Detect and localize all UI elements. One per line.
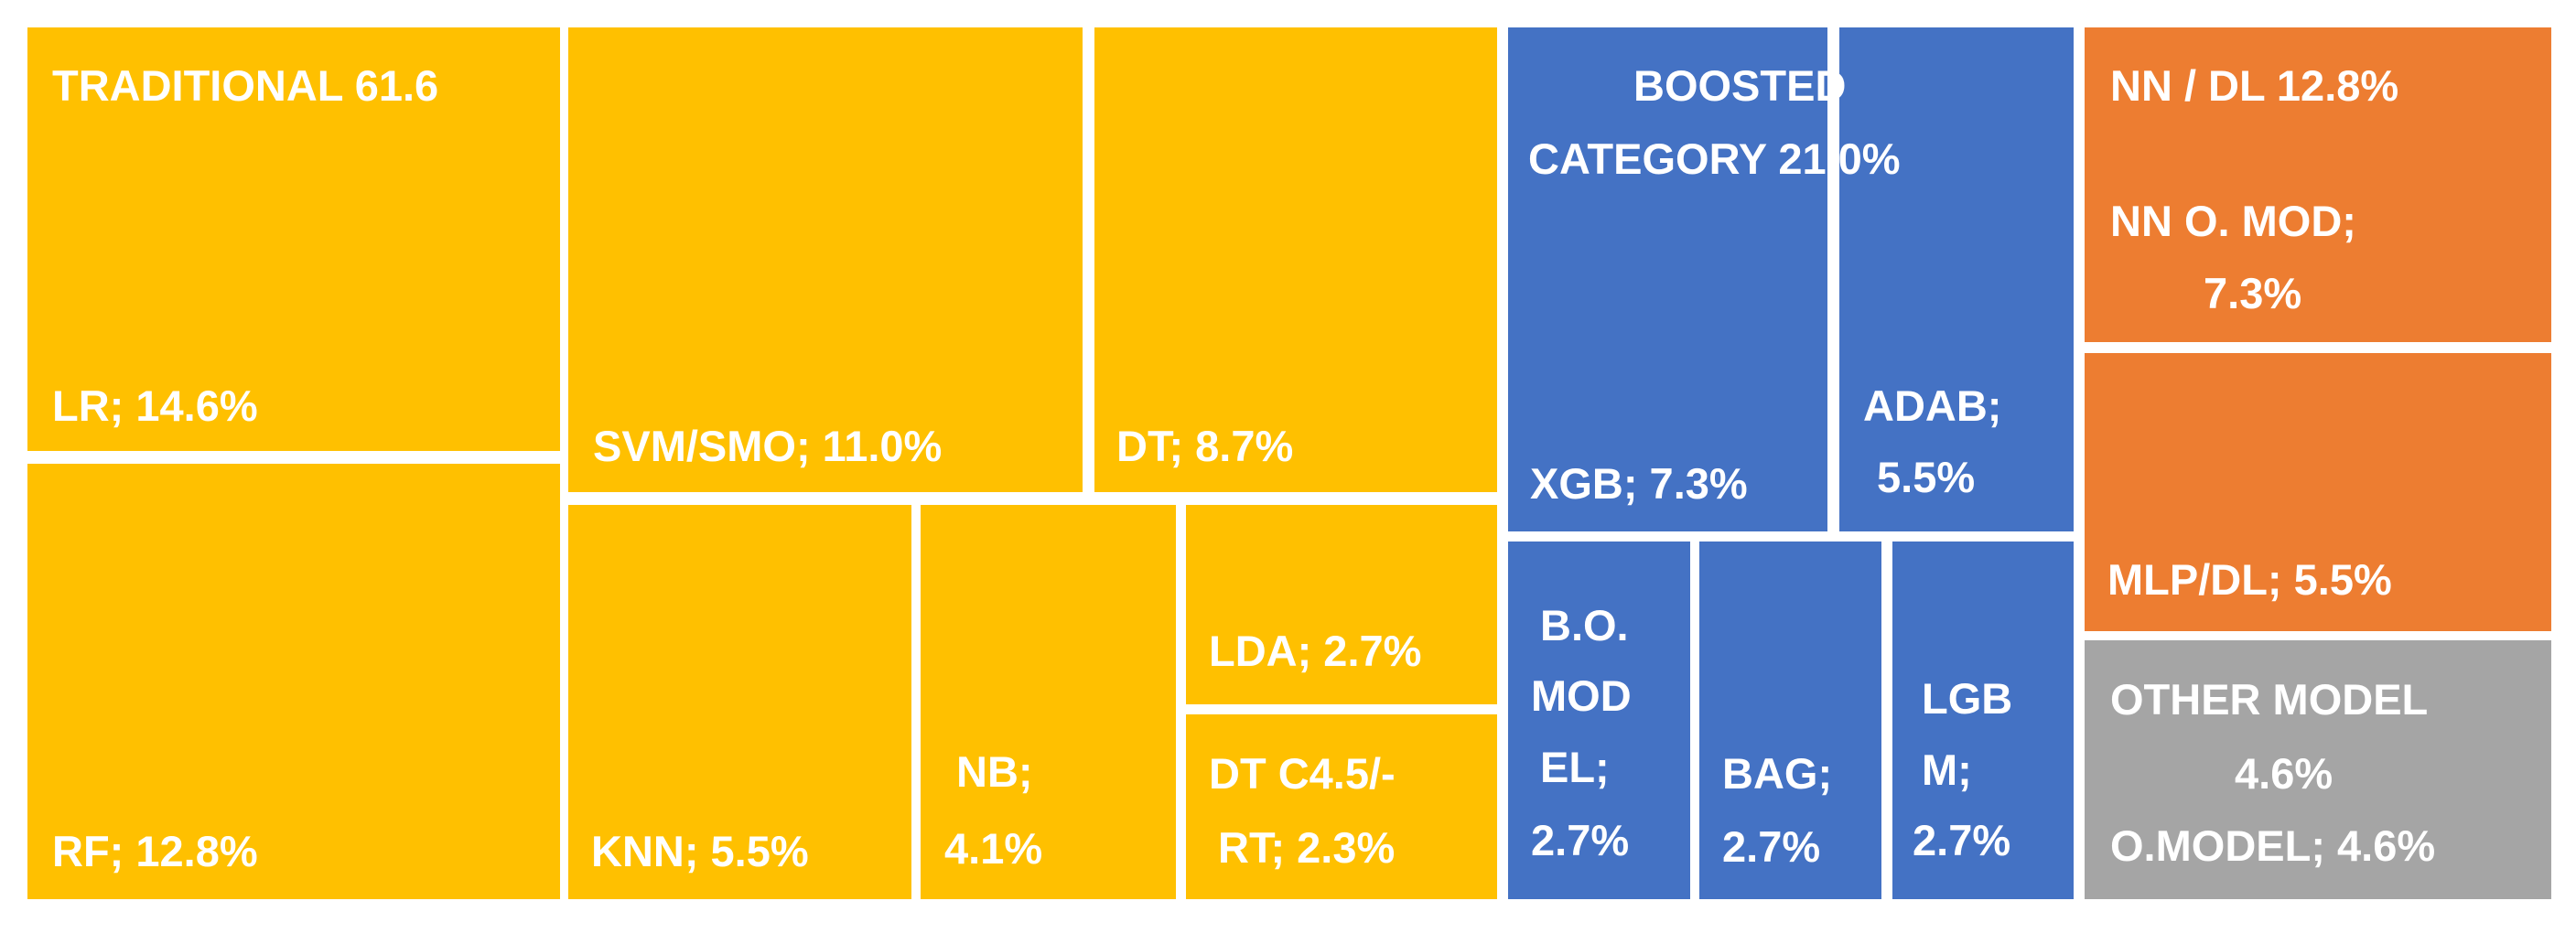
tile-xgb bbox=[1508, 27, 1827, 531]
tile-label-lr: LR; 14.6% bbox=[52, 381, 258, 430]
tile-bag bbox=[1699, 542, 1881, 899]
tile-label-nb: NB; bbox=[956, 747, 1033, 796]
tile-label-lgbm: LGB bbox=[1922, 674, 2012, 723]
tile-label-dt-c4-5-rt: DT C4.5/- bbox=[1209, 749, 1396, 798]
tile-mlp-dl bbox=[2085, 353, 2551, 631]
tile-label-knn: KNN; 5.5% bbox=[591, 827, 809, 875]
tile-label-nn-o-mod: 7.3% bbox=[2204, 269, 2301, 317]
tile-dt bbox=[1094, 27, 1497, 492]
tile-label-adab: 5.5% bbox=[1877, 453, 1975, 501]
tile-label-rf: RF; 12.8% bbox=[52, 827, 258, 875]
group-header-boosted-category: BOOSTED bbox=[1633, 61, 1846, 110]
tile-label-svm-smo: SVM/SMO; 11.0% bbox=[593, 422, 942, 470]
tile-knn bbox=[568, 505, 911, 899]
tile-adab bbox=[1839, 27, 2074, 531]
tile-lgbm bbox=[1892, 542, 2074, 899]
tile-label-lgbm: M; bbox=[1922, 745, 1972, 794]
tile-label-dt-c4-5-rt: RT; 2.3% bbox=[1218, 823, 1395, 872]
tile-svm-smo bbox=[568, 27, 1083, 492]
tile-label-b-o-model: B.O. bbox=[1540, 601, 1629, 649]
tile-label-nb: 4.1% bbox=[944, 824, 1042, 873]
tile-label-bag: 2.7% bbox=[1722, 822, 1820, 871]
group-header-other-model: OTHER MODEL bbox=[2110, 675, 2428, 724]
tile-label-xgb: XGB; 7.3% bbox=[1530, 459, 1748, 508]
group-header-boosted-category: CATEGORY 21.0% bbox=[1528, 134, 1901, 183]
tile-label-bag: BAG; bbox=[1722, 749, 1832, 798]
tile-lda bbox=[1186, 505, 1497, 704]
tile-label-nn-o-mod: NN O. MOD; bbox=[2110, 197, 2356, 245]
tile-dt-c4-5-rt bbox=[1186, 714, 1497, 899]
tile-label-lda: LDA; 2.7% bbox=[1209, 627, 1421, 675]
tile-lr bbox=[27, 27, 560, 451]
tile-label-b-o-model: 2.7% bbox=[1531, 816, 1629, 864]
group-header-nn-dl: NN / DL 12.8% bbox=[2110, 61, 2398, 110]
tile-label-o-model: O.MODEL; 4.6% bbox=[2110, 821, 2435, 870]
tile-label-dt: DT; 8.7% bbox=[1116, 422, 1293, 470]
tile-label-lgbm: 2.7% bbox=[1913, 816, 2010, 864]
tile-rf bbox=[27, 464, 560, 899]
tile-label-b-o-model: MOD bbox=[1531, 671, 1632, 720]
tile-label-adab: ADAB; bbox=[1863, 381, 2001, 430]
tile-b-o-model bbox=[1508, 542, 1690, 899]
tile-label-b-o-model: EL; bbox=[1540, 743, 1610, 791]
group-header-other-model: 4.6% bbox=[2235, 749, 2333, 798]
tile-nb bbox=[921, 505, 1176, 899]
tile-nn-o-mod bbox=[2085, 27, 2551, 342]
tile-label-mlp-dl: MLP/DL; 5.5% bbox=[2107, 555, 2392, 604]
tile-o-model bbox=[2085, 640, 2551, 899]
group-header-traditional: TRADITIONAL 61.6 bbox=[52, 61, 438, 110]
